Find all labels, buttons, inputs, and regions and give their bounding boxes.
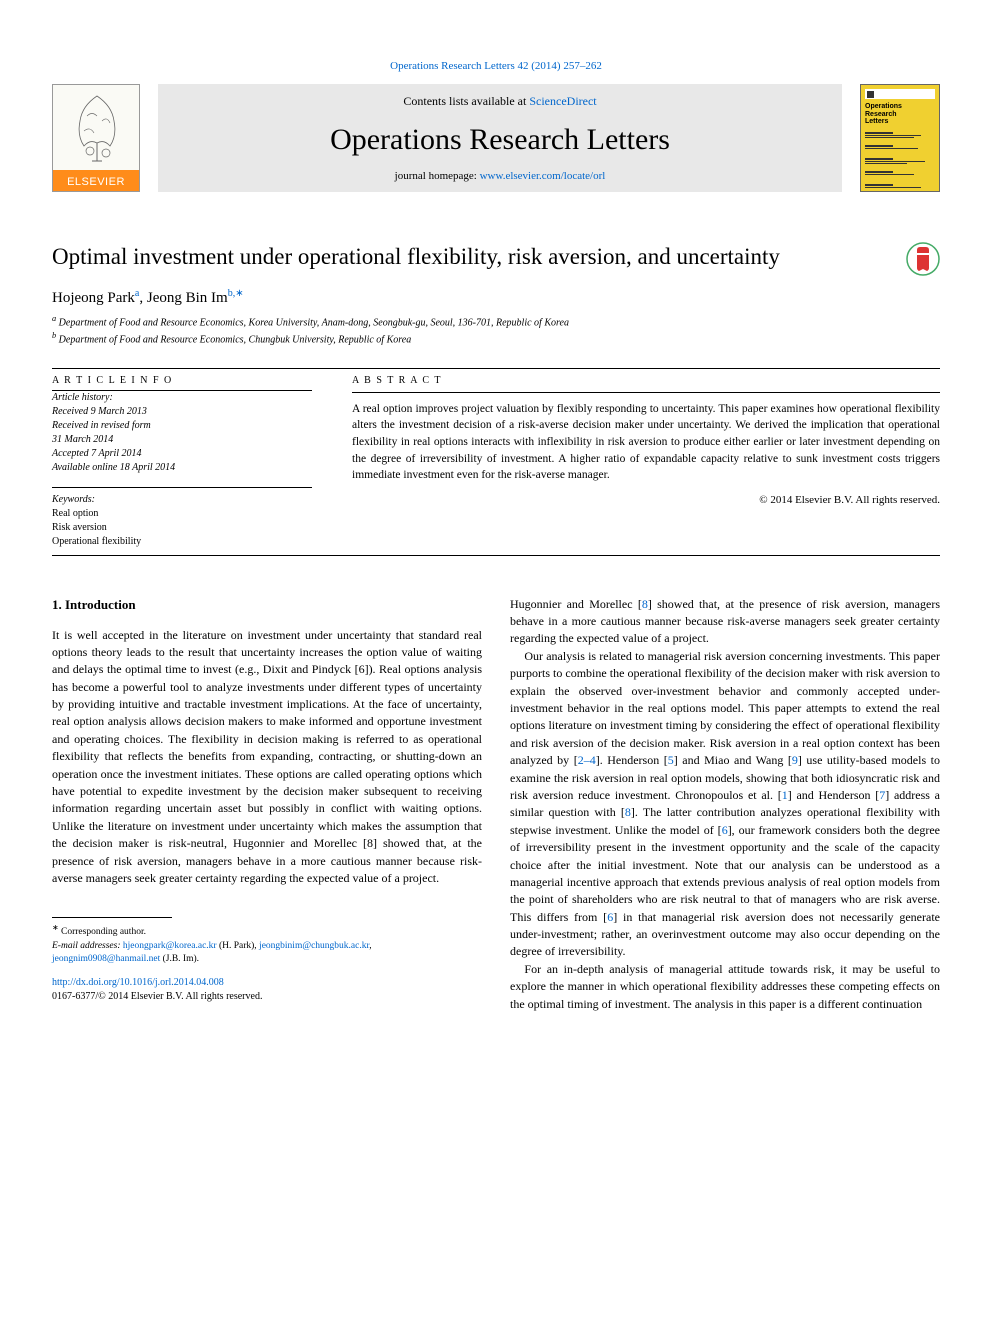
left-column: 1. Introduction It is well accepted in t… (52, 596, 482, 1013)
right-column: Hugonnier and Morellec [8] showed that, … (510, 596, 940, 1013)
masthead: ELSEVIER Contents lists available at Sci… (52, 84, 940, 192)
abstract-text: A real option improves project valuation… (352, 401, 940, 484)
masthead-center: Contents lists available at ScienceDirec… (158, 84, 842, 192)
footnotes: ∗ Corresponding author. E-mail addresses… (52, 917, 482, 1004)
cover-title: Operations Research Letters (865, 103, 935, 126)
journal-homepage-link[interactable]: www.elsevier.com/locate/orl (480, 170, 606, 182)
elsevier-logo[interactable]: ELSEVIER (52, 84, 140, 192)
ref-link[interactable]: 8 (642, 597, 648, 611)
sciencedirect-link[interactable]: ScienceDirect (529, 94, 596, 108)
crossmark-icon[interactable] (906, 242, 940, 276)
article-info-heading: A R T I C L E I N F O (52, 375, 312, 386)
abstract-copyright: © 2014 Elsevier B.V. All rights reserved… (352, 494, 940, 506)
elsevier-tree-icon (62, 91, 132, 171)
email-link-3[interactable]: jeongnim0908@hanmail.net (52, 954, 160, 964)
article-info: A R T I C L E I N F O Article history: R… (52, 375, 312, 549)
header-citation[interactable]: Operations Research Letters 42 (2014) 25… (52, 60, 940, 72)
paper-title: Optimal investment under operational fle… (52, 242, 780, 272)
journal-title: Operations Research Letters (178, 123, 822, 157)
corresponding-mark[interactable]: ∗ (235, 288, 243, 299)
section-heading: 1. Introduction (52, 596, 482, 615)
affiliations: a Department of Food and Resource Econom… (52, 313, 940, 348)
elsevier-label: ELSEVIER (67, 176, 125, 191)
body-text: 1. Introduction It is well accepted in t… (52, 596, 940, 1013)
abstract: A B S T R A C T A real option improves p… (352, 375, 940, 549)
contents-available: Contents lists available at ScienceDirec… (178, 94, 822, 109)
authors: Hojeong Parka, Jeong Bin Imb,∗ (52, 288, 940, 307)
abstract-heading: A B S T R A C T (352, 375, 940, 386)
email-link-1[interactable]: hjeongpark@korea.ac.kr (123, 941, 217, 951)
email-link-2[interactable]: jeongbinim@chungbuk.ac.kr (259, 941, 369, 951)
ref-link[interactable]: 2–4 (578, 753, 596, 767)
doi-link[interactable]: http://dx.doi.org/10.1016/j.orl.2014.04.… (52, 977, 224, 988)
journal-cover-thumbnail[interactable]: Operations Research Letters (860, 84, 940, 192)
journal-homepage: journal homepage: www.elsevier.com/locat… (178, 170, 822, 182)
